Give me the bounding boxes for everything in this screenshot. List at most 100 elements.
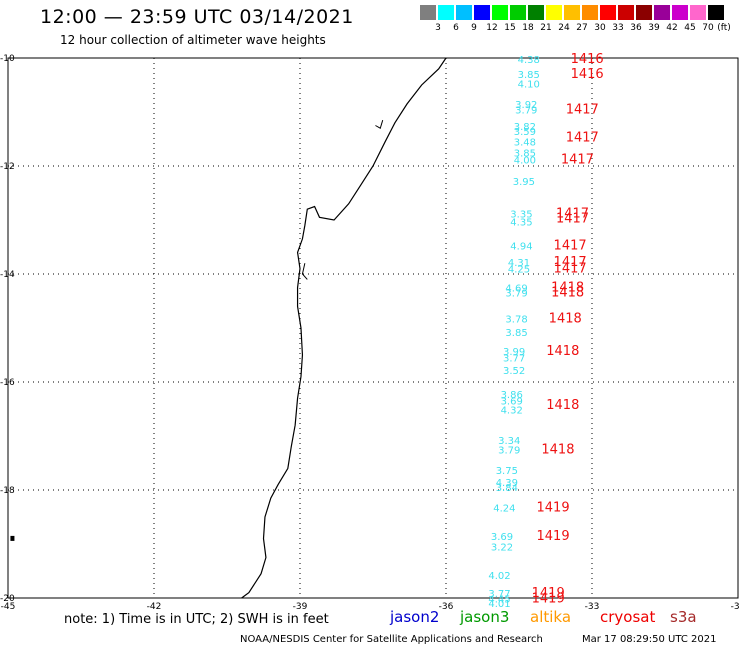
wave-height-label: 3.86	[501, 390, 523, 401]
pass-id-label: 1417	[556, 206, 589, 221]
wave-height-label: 3.79	[515, 106, 537, 117]
pass-id-label: 1419	[537, 529, 570, 544]
pass-id-label: 1419	[532, 591, 565, 606]
wave-height-label: 3.35	[510, 209, 532, 220]
lon-tick-label: -45	[1, 602, 16, 612]
scale-swatch	[438, 5, 454, 20]
wave-height-label: 3.82	[514, 122, 536, 133]
lon-tick-label: -36	[439, 602, 454, 612]
legend-altika: altika	[530, 608, 572, 626]
pass-id-label: 1417	[554, 255, 587, 270]
lat-tick-label: -16	[0, 378, 15, 388]
map-subtitle: 12 hour collection of altimeter wave hei…	[60, 33, 326, 47]
map-title: 12:00 — 23:59 UTC 03/14/2021	[40, 6, 354, 28]
scale-label: 30	[594, 23, 606, 33]
scale-swatch	[618, 5, 634, 20]
wave-height-label: 3.92	[515, 100, 537, 111]
grid-lines	[7, 57, 739, 599]
scale-label: 6	[453, 23, 459, 33]
pass-id-label: 1419	[532, 586, 565, 601]
scale-unit: (ft)	[717, 23, 731, 33]
lon-tick-label: -33	[585, 602, 600, 612]
scale-label: 21	[540, 23, 552, 33]
wave-height-label: 4.01	[488, 599, 510, 610]
map-frame	[7, 57, 739, 599]
pass-id-label: 1418	[549, 312, 582, 327]
lat-tick-label: -20	[0, 594, 15, 604]
scale-label: 15	[504, 23, 516, 33]
scale-swatch	[492, 5, 508, 20]
scale-label: 12	[486, 23, 498, 33]
wave-height-label: 3.75	[496, 466, 518, 477]
pass-id-label: 1417	[566, 103, 599, 118]
legend-s3a: s3a	[670, 608, 697, 626]
scale-swatch	[510, 5, 526, 20]
scale-swatch	[582, 5, 598, 20]
pass-id-label: 1418	[551, 286, 584, 301]
footer-credit: NOAA/NESDIS Center for Satellite Applica…	[240, 634, 543, 645]
pass-id-label: 1418	[546, 398, 579, 413]
wave-height-label: 4.35	[510, 217, 532, 228]
pass-id-labels: 1416141614171417141714171417141714171417…	[532, 52, 604, 606]
scale-label: 70	[702, 23, 714, 33]
scale-label: 9	[471, 23, 477, 33]
scale-label: 3	[435, 23, 441, 33]
scale-swatch	[546, 5, 562, 20]
scale-label: 36	[630, 23, 642, 33]
scale-label: 42	[666, 23, 678, 33]
wave-height-label: 4.24	[493, 504, 515, 515]
island-outline	[301, 263, 308, 280]
lat-tick-label: -18	[0, 486, 15, 496]
wave-height-label: 3.34	[498, 436, 520, 447]
wave-height-label: 3.99	[503, 347, 525, 358]
wave-height-label: 4.38	[518, 55, 540, 66]
legend-jason3: jason3	[460, 608, 510, 626]
scale-swatch	[636, 5, 652, 20]
wave-height-label: 3.95	[513, 177, 535, 188]
scale-swatch	[672, 5, 688, 20]
scale-swatch	[708, 5, 724, 20]
scale-label: 27	[576, 23, 588, 33]
wave-height-label: 3.69	[491, 532, 513, 543]
wave-height-label: 3.78	[505, 315, 527, 326]
wave-height-label: 4.94	[510, 242, 532, 253]
pass-id-label: 1417	[561, 152, 594, 167]
scale-label: 24	[558, 23, 570, 33]
scale-label: 45	[684, 23, 696, 33]
pass-id-label: 1417	[554, 239, 587, 254]
wave-height-label: 3.52	[503, 366, 525, 377]
footer-note: note: 1) Time is in UTC; 2) SWH is in fe…	[64, 612, 329, 627]
lat-tick-label: -10	[0, 54, 15, 64]
wave-height-label: 3.59	[514, 127, 536, 138]
scale-swatch	[420, 5, 436, 20]
wave-height-label: 3.85	[518, 70, 540, 81]
footer-timestamp: Mar 17 08:29:50 UTC 2021	[582, 634, 717, 645]
wave-height-labels: 4.383.854.103.923.793.823.593.483.854.00…	[488, 55, 539, 610]
wave-height-label: 3.22	[491, 542, 513, 553]
lat-tick-label: -12	[0, 162, 15, 172]
map-speck	[10, 535, 15, 541]
scale-label: 39	[648, 23, 660, 33]
wave-height-label: 3.84	[496, 483, 518, 494]
scale-swatch	[474, 5, 490, 20]
pass-id-label: 1416	[571, 52, 604, 67]
wave-height-label: 3.77	[503, 353, 525, 364]
pass-id-label: 1418	[541, 442, 574, 457]
lon-tick-label: -30	[731, 602, 740, 612]
wave-height-label: 4.02	[488, 571, 510, 582]
scale-swatch	[528, 5, 544, 20]
wave-height-label: 4.45	[488, 594, 510, 605]
wave-height-label: 4.39	[496, 478, 518, 489]
wave-height-label: 4.25	[508, 264, 530, 275]
coastline	[10, 57, 447, 599]
pass-id-label: 1418	[551, 280, 584, 295]
wave-height-label: 4.32	[501, 405, 523, 416]
scale-swatch	[564, 5, 580, 20]
pass-id-label: 1418	[546, 344, 579, 359]
legend-jason2: jason2	[390, 608, 440, 626]
wave-height-label: 3.69	[501, 397, 523, 408]
wave-height-label: 4.69	[505, 283, 527, 294]
scale-swatch	[654, 5, 670, 20]
pass-id-label: 1419	[537, 501, 570, 516]
pass-id-label: 1417	[554, 261, 587, 276]
